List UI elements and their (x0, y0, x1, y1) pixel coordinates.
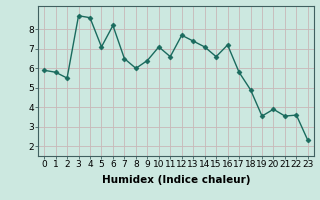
X-axis label: Humidex (Indice chaleur): Humidex (Indice chaleur) (102, 175, 250, 185)
